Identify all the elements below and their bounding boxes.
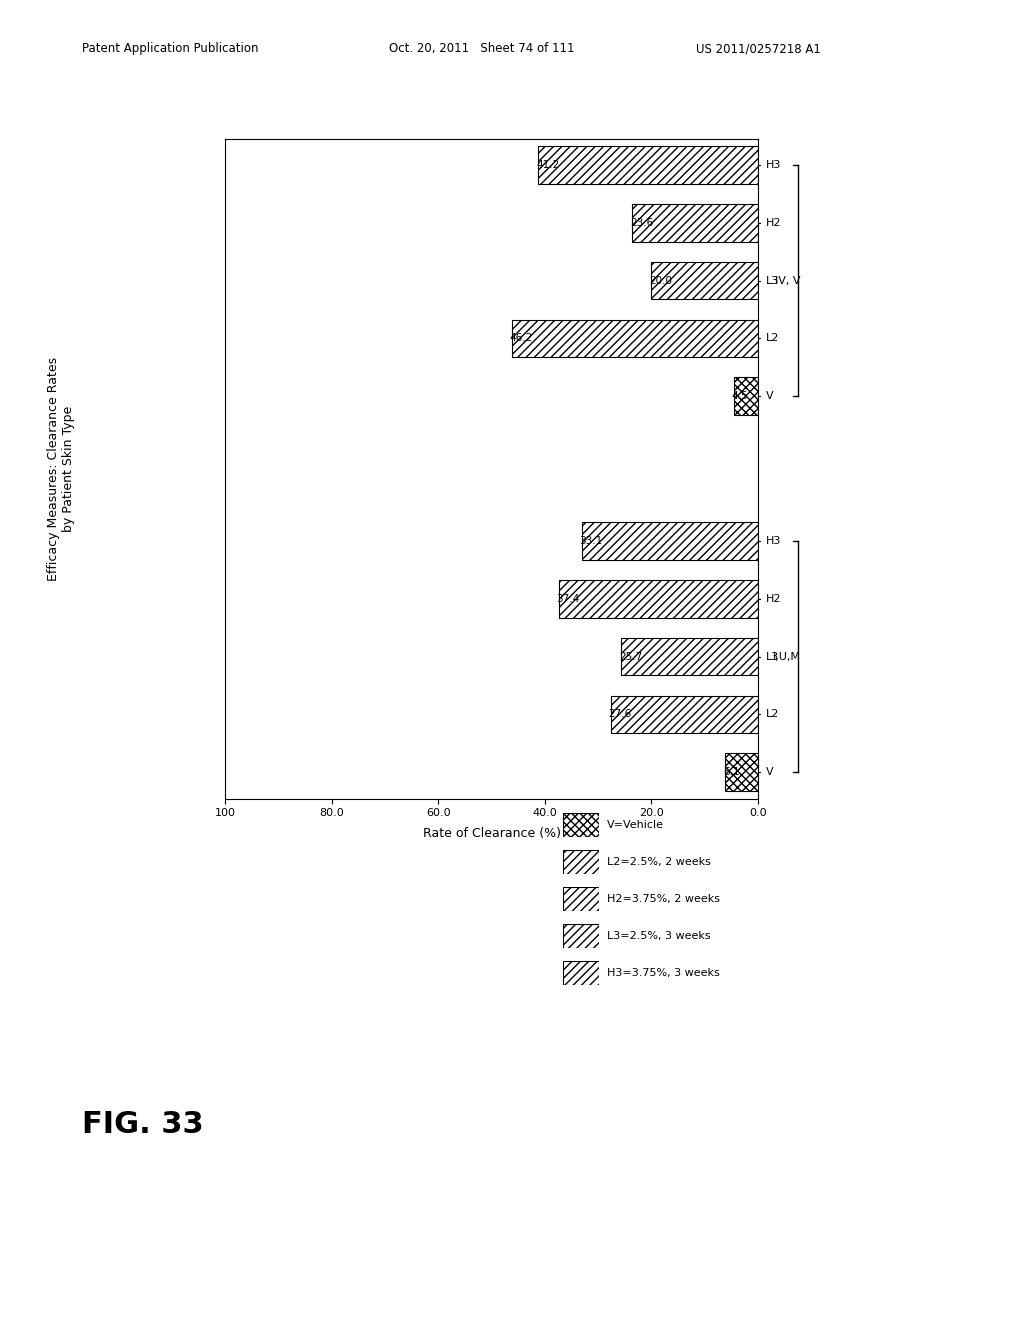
- Bar: [651, 261, 758, 300]
- Bar: [734, 378, 758, 414]
- Text: 23.6: 23.6: [630, 218, 653, 228]
- Text: I,U,M: I,U,M: [773, 652, 801, 661]
- Text: Patent Application Publication: Patent Application Publication: [82, 42, 258, 55]
- Text: L2: L2: [766, 334, 779, 343]
- Bar: [632, 205, 758, 242]
- Text: US 2011/0257218 A1: US 2011/0257218 A1: [696, 42, 821, 55]
- Text: H3: H3: [766, 160, 781, 170]
- Text: FIG. 33: FIG. 33: [82, 1110, 204, 1139]
- Text: L2: L2: [766, 709, 779, 719]
- Bar: [621, 638, 758, 676]
- Text: H2: H2: [766, 594, 781, 603]
- X-axis label: Rate of Clearance (%): Rate of Clearance (%): [423, 826, 560, 840]
- Text: L3: L3: [766, 276, 779, 285]
- Text: 6.1: 6.1: [723, 767, 739, 777]
- Text: H3: H3: [766, 536, 781, 546]
- Text: 27.6: 27.6: [608, 709, 632, 719]
- Text: 41.2: 41.2: [537, 160, 559, 170]
- Text: 46.2: 46.2: [510, 334, 532, 343]
- Text: 4.5: 4.5: [732, 391, 749, 401]
- Text: V: V: [766, 391, 773, 401]
- Text: H2: H2: [766, 218, 781, 228]
- Bar: [512, 319, 758, 358]
- Text: IV, V: IV, V: [775, 276, 801, 285]
- Bar: [539, 147, 758, 183]
- Bar: [610, 696, 758, 733]
- Text: V: V: [766, 767, 773, 777]
- Text: 37.4: 37.4: [556, 594, 580, 603]
- Text: H3=3.75%, 3 weeks: H3=3.75%, 3 weeks: [607, 968, 720, 978]
- Text: Efficacy Measures: Clearance Rates
by Patient Skin Type: Efficacy Measures: Clearance Rates by Pa…: [47, 356, 76, 581]
- Text: V=Vehicle: V=Vehicle: [607, 820, 665, 830]
- Text: 25.7: 25.7: [618, 652, 642, 661]
- Bar: [559, 579, 758, 618]
- Text: 20.0: 20.0: [649, 276, 672, 285]
- Text: 33.1: 33.1: [580, 536, 603, 546]
- Text: H2=3.75%, 2 weeks: H2=3.75%, 2 weeks: [607, 894, 720, 904]
- Text: L3=2.5%, 3 weeks: L3=2.5%, 3 weeks: [607, 931, 711, 941]
- Bar: [582, 523, 758, 560]
- Bar: [725, 754, 758, 791]
- Text: Oct. 20, 2011   Sheet 74 of 111: Oct. 20, 2011 Sheet 74 of 111: [389, 42, 574, 55]
- Text: L2=2.5%, 2 weeks: L2=2.5%, 2 weeks: [607, 857, 711, 867]
- Text: L3: L3: [766, 652, 779, 661]
